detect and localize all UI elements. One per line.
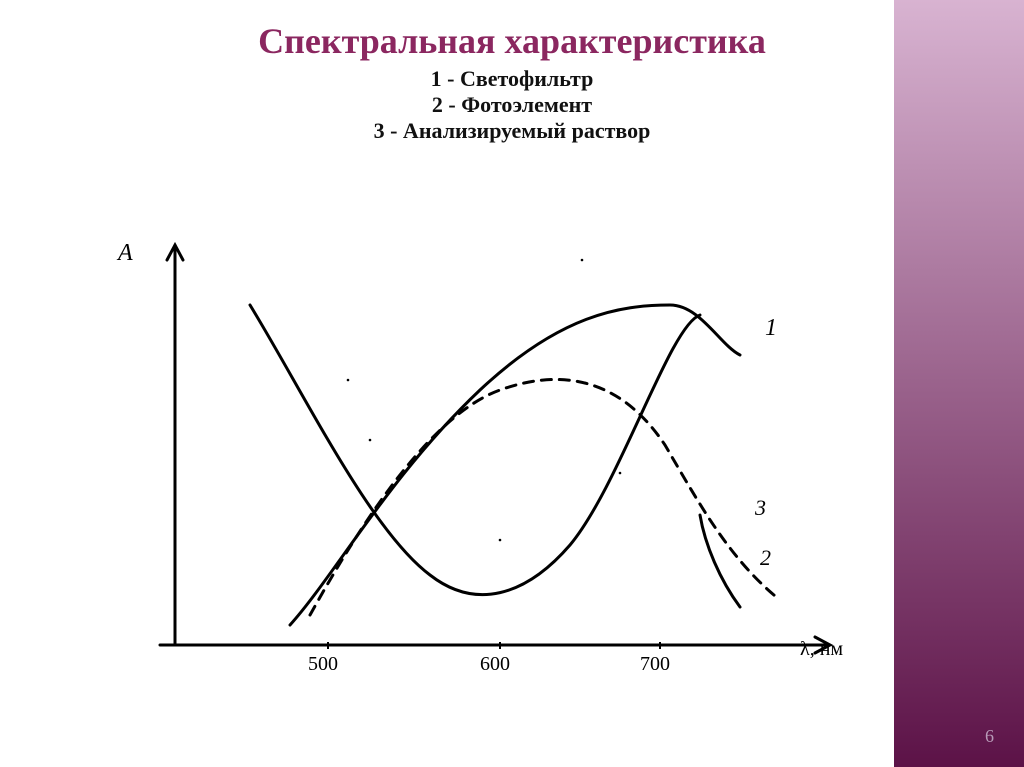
curve-1 [290, 305, 740, 625]
noise-dot [347, 379, 350, 382]
noise-dot [369, 439, 372, 442]
curve-label-1: 1 [765, 315, 777, 341]
curve-label-3: 3 [754, 495, 766, 520]
y-axis-label: A [116, 240, 133, 266]
x-axis [160, 637, 830, 653]
slide-content: Спектральная характеристика 1 - Светофил… [0, 0, 1024, 164]
curve-3 [310, 379, 780, 615]
x-tick-label: 700 [640, 653, 670, 675]
x-tick-label: 500 [308, 653, 338, 675]
page-number: 6 [985, 726, 994, 747]
subtitle-3: 3 - Анализируемый раствор [40, 118, 984, 144]
y-axis [167, 245, 183, 645]
x-tick-label: 600 [480, 653, 510, 675]
curve-2 [250, 305, 740, 607]
x-axis-label: λ, нм [800, 638, 843, 660]
subtitle-1: 1 - Светофильтр [40, 66, 984, 92]
noise-dot [499, 539, 502, 542]
subtitle-2: 2 - Фотоэлемент [40, 92, 984, 118]
noise-dot [581, 259, 584, 262]
noise-dot [619, 472, 622, 475]
curve-label-2: 2 [760, 545, 771, 570]
slide-title: Спектральная характеристика [40, 20, 984, 62]
spectral-chart: Aλ, нм 500 600 700 1 3 2 [60, 215, 870, 675]
